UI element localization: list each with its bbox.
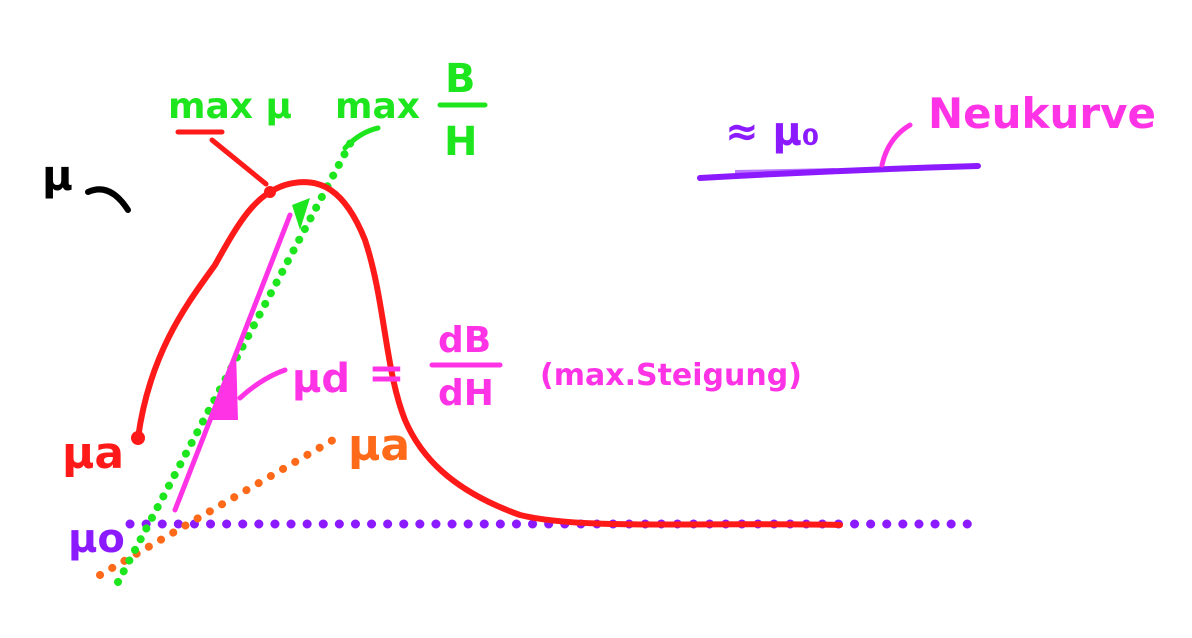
magenta-wedge — [212, 350, 238, 420]
mu-d-label: μd — [292, 356, 350, 402]
max-steigung-label: (max.Steigung) — [540, 358, 802, 393]
mu-a-line — [96, 436, 337, 579]
green-wedge — [292, 198, 310, 230]
dh-denominator: dH — [438, 373, 494, 414]
neukurve-hatch — [735, 168, 835, 176]
neukurve-label: Neukurve — [928, 89, 1156, 138]
magenta-pointer — [237, 367, 288, 401]
max-mu-label: max μ — [168, 86, 292, 127]
b-numerator: B — [445, 56, 476, 102]
mu0-label: μo — [68, 516, 125, 562]
max-label: max — [335, 86, 420, 127]
neukurve-pointer — [879, 122, 913, 168]
mu-a-right-label: μa — [348, 420, 410, 471]
mu-axis-tick — [85, 186, 131, 213]
permeability-curve — [135, 179, 843, 528]
mu-axis-label: μ — [42, 151, 73, 200]
approx-mu0-label: ≈ μ₀ — [725, 109, 819, 155]
h-denominator: H — [444, 119, 477, 165]
green-pointer — [342, 125, 381, 151]
neukurve-line — [697, 163, 981, 181]
mu-a-start-point — [131, 431, 145, 445]
max-mu-pointer — [209, 137, 269, 187]
equals-sign: = — [368, 348, 405, 399]
mu-a-left-label: μa — [62, 428, 124, 479]
max-b-h-line — [114, 136, 356, 586]
max-mu-point — [264, 186, 276, 198]
db-numerator: dB — [438, 320, 491, 361]
